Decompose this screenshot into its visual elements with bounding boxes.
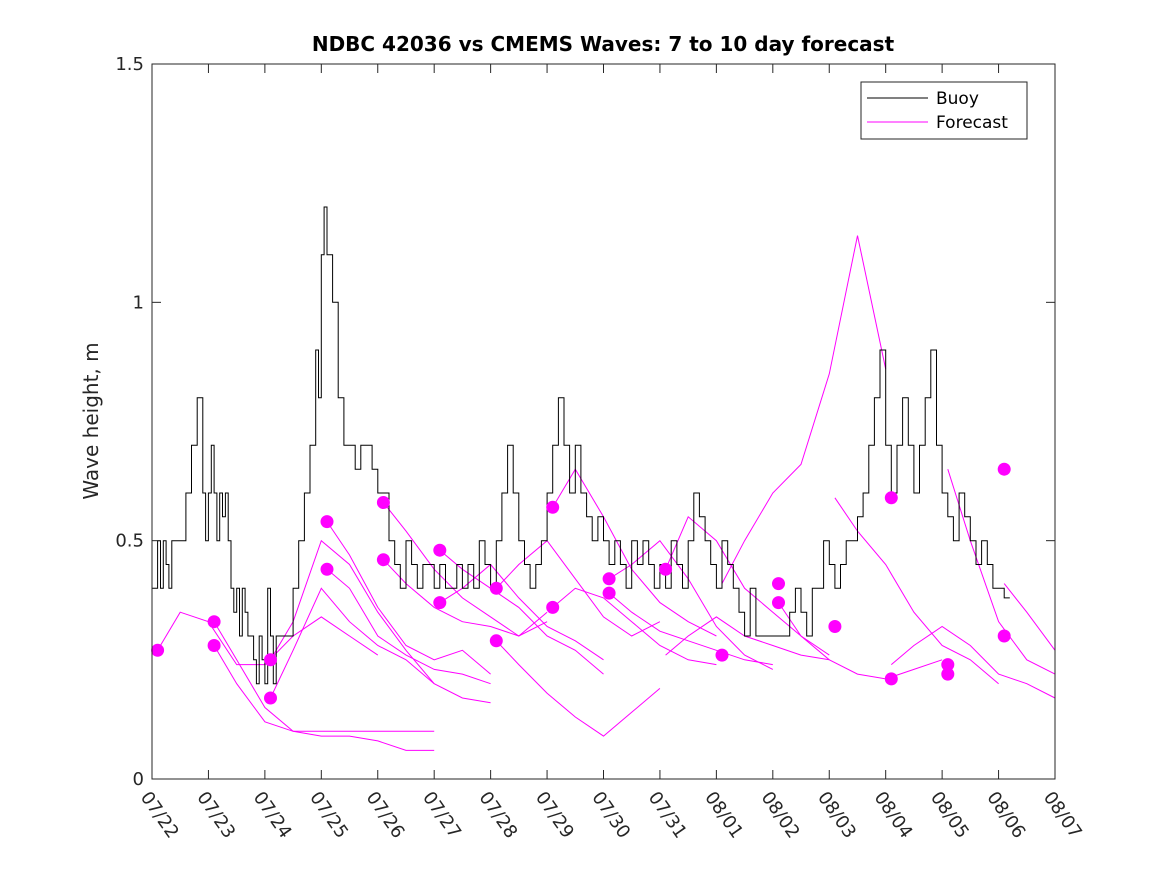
forecast-point-1 [207, 615, 221, 629]
x-tick-label: 07/26 [362, 788, 409, 843]
legend-label-buoy: Buoy [936, 89, 979, 109]
forecast-run-23 [947, 469, 1056, 675]
forecast-point-10 [433, 596, 447, 610]
x-tick-label: 07/27 [418, 788, 465, 843]
x-tick-label: 07/25 [305, 788, 352, 843]
legend: Buoy Forecast [860, 81, 1028, 140]
legend-box [860, 81, 1028, 140]
forecast-run-24 [1003, 583, 1056, 651]
x-tick-label: 07/31 [644, 788, 691, 843]
forecast-point-7 [376, 496, 390, 509]
x-tick-label: 08/05 [926, 788, 973, 843]
y-tick-label: 1.5 [115, 54, 144, 75]
forecast-run-4 [270, 587, 435, 699]
forecast-point-17 [659, 562, 673, 576]
forecast-point-13 [546, 500, 560, 514]
forecast-point-2 [207, 639, 221, 652]
forecast-point-4 [264, 691, 277, 705]
forecast-point-16 [602, 586, 616, 600]
forecast-point-9 [433, 543, 447, 557]
forecast-point-25 [941, 667, 955, 681]
forecast-run-1 [213, 621, 435, 751]
forecast-point-24 [941, 658, 955, 672]
x-tick-label: 07/23 [192, 788, 239, 843]
forecast-point-6 [320, 562, 334, 576]
forecast-run-16 [608, 592, 773, 666]
x-tick-label: 08/01 [700, 788, 747, 843]
legend-label-forecast: Forecast [936, 113, 1008, 133]
y-tick-label: 1 [133, 292, 144, 313]
x-tick-label: 07/29 [531, 788, 578, 843]
x-tick-label: 08/06 [982, 788, 1029, 843]
y-axis: 0 0.5 1 1.5 [115, 54, 1055, 790]
forecast-run-12 [495, 640, 661, 737]
forecast-point-22 [884, 491, 898, 505]
forecast-run-20 [778, 602, 943, 680]
forecast-run-6 [326, 568, 491, 685]
forecast-run-14 [552, 587, 717, 666]
x-tick-label: 08/07 [1039, 788, 1086, 843]
plot-area [152, 64, 1055, 779]
forecast-run-22 [890, 625, 1056, 699]
forecast-run-19 [721, 235, 887, 584]
forecast-run-2 [213, 645, 435, 732]
forecast-point-3 [264, 653, 277, 667]
forecast-markers-group [151, 462, 1011, 705]
x-tick-label: 07/30 [587, 788, 634, 843]
forecast-point-5 [320, 515, 334, 529]
x-tick-label: 08/02 [757, 788, 804, 843]
forecast-point-26 [997, 462, 1011, 476]
forecast-point-20 [772, 596, 785, 610]
y-tick-label: 0 [133, 769, 144, 790]
forecast-point-8 [376, 553, 390, 567]
forecast-point-12 [489, 634, 503, 648]
forecast-run-3 [270, 539, 491, 704]
forecast-run-5 [326, 521, 491, 675]
forecast-point-0 [151, 643, 165, 657]
y-tick-label: 0.5 [115, 531, 144, 552]
x-tick-label: 07/28 [475, 788, 522, 843]
forecast-point-14 [546, 600, 560, 614]
forecast-point-11 [489, 581, 503, 595]
chart-title: NDBC 42036 vs CMEMS Waves: 7 to 10 day f… [312, 32, 895, 56]
x-tick-label: 08/03 [813, 788, 860, 843]
y-axis-label: Wave height, m [79, 342, 103, 499]
forecast-run-11 [495, 539, 661, 637]
x-tick-label: 08/04 [870, 788, 917, 843]
buoy-line [152, 206, 1010, 685]
forecast-point-23 [884, 672, 898, 686]
forecast-point-15 [602, 572, 616, 586]
forecast-point-18 [715, 648, 729, 662]
buoy-line-group [152, 206, 1010, 685]
forecast-point-21 [828, 620, 842, 633]
forecast-point-27 [997, 629, 1011, 643]
x-tick-label: 07/22 [136, 788, 183, 843]
forecast-point-19 [772, 577, 785, 591]
x-tick-label: 07/24 [249, 788, 296, 843]
